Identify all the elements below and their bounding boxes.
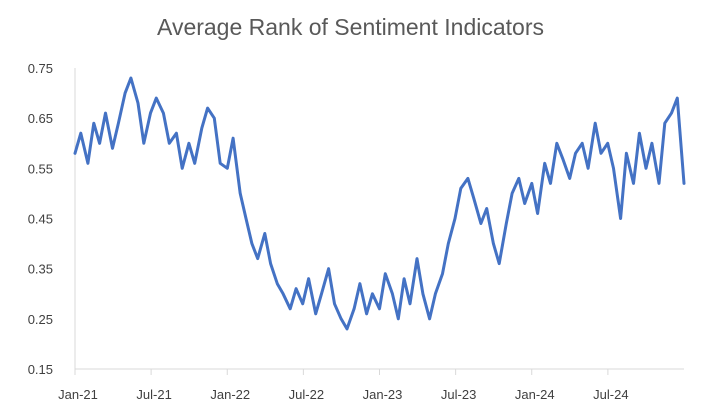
y-tick-label: 0.65 bbox=[28, 111, 53, 126]
y-tick-label: 0.35 bbox=[28, 262, 53, 277]
x-tick-label: Jan-24 bbox=[515, 387, 555, 402]
y-tick-label: 0.25 bbox=[28, 312, 53, 327]
x-tick-label: Jan-23 bbox=[363, 387, 403, 402]
x-tick-label: Jul-21 bbox=[136, 387, 171, 402]
series-line bbox=[73, 76, 686, 331]
x-tick-label: Jan-22 bbox=[210, 387, 250, 402]
y-tick-label: 0.15 bbox=[28, 362, 53, 377]
chart-title: Average Rank of Sentiment Indicators bbox=[157, 14, 544, 40]
y-tick-label: 0.55 bbox=[28, 161, 53, 176]
x-tick-label: Jan-21 bbox=[58, 387, 98, 402]
x-tick-label: Jul-22 bbox=[289, 387, 324, 402]
x-tick-label: Jul-23 bbox=[441, 387, 476, 402]
x-tick-label: Jul-24 bbox=[593, 387, 628, 402]
y-tick-label: 0.75 bbox=[28, 61, 53, 76]
y-tick-label: 0.45 bbox=[28, 212, 53, 227]
